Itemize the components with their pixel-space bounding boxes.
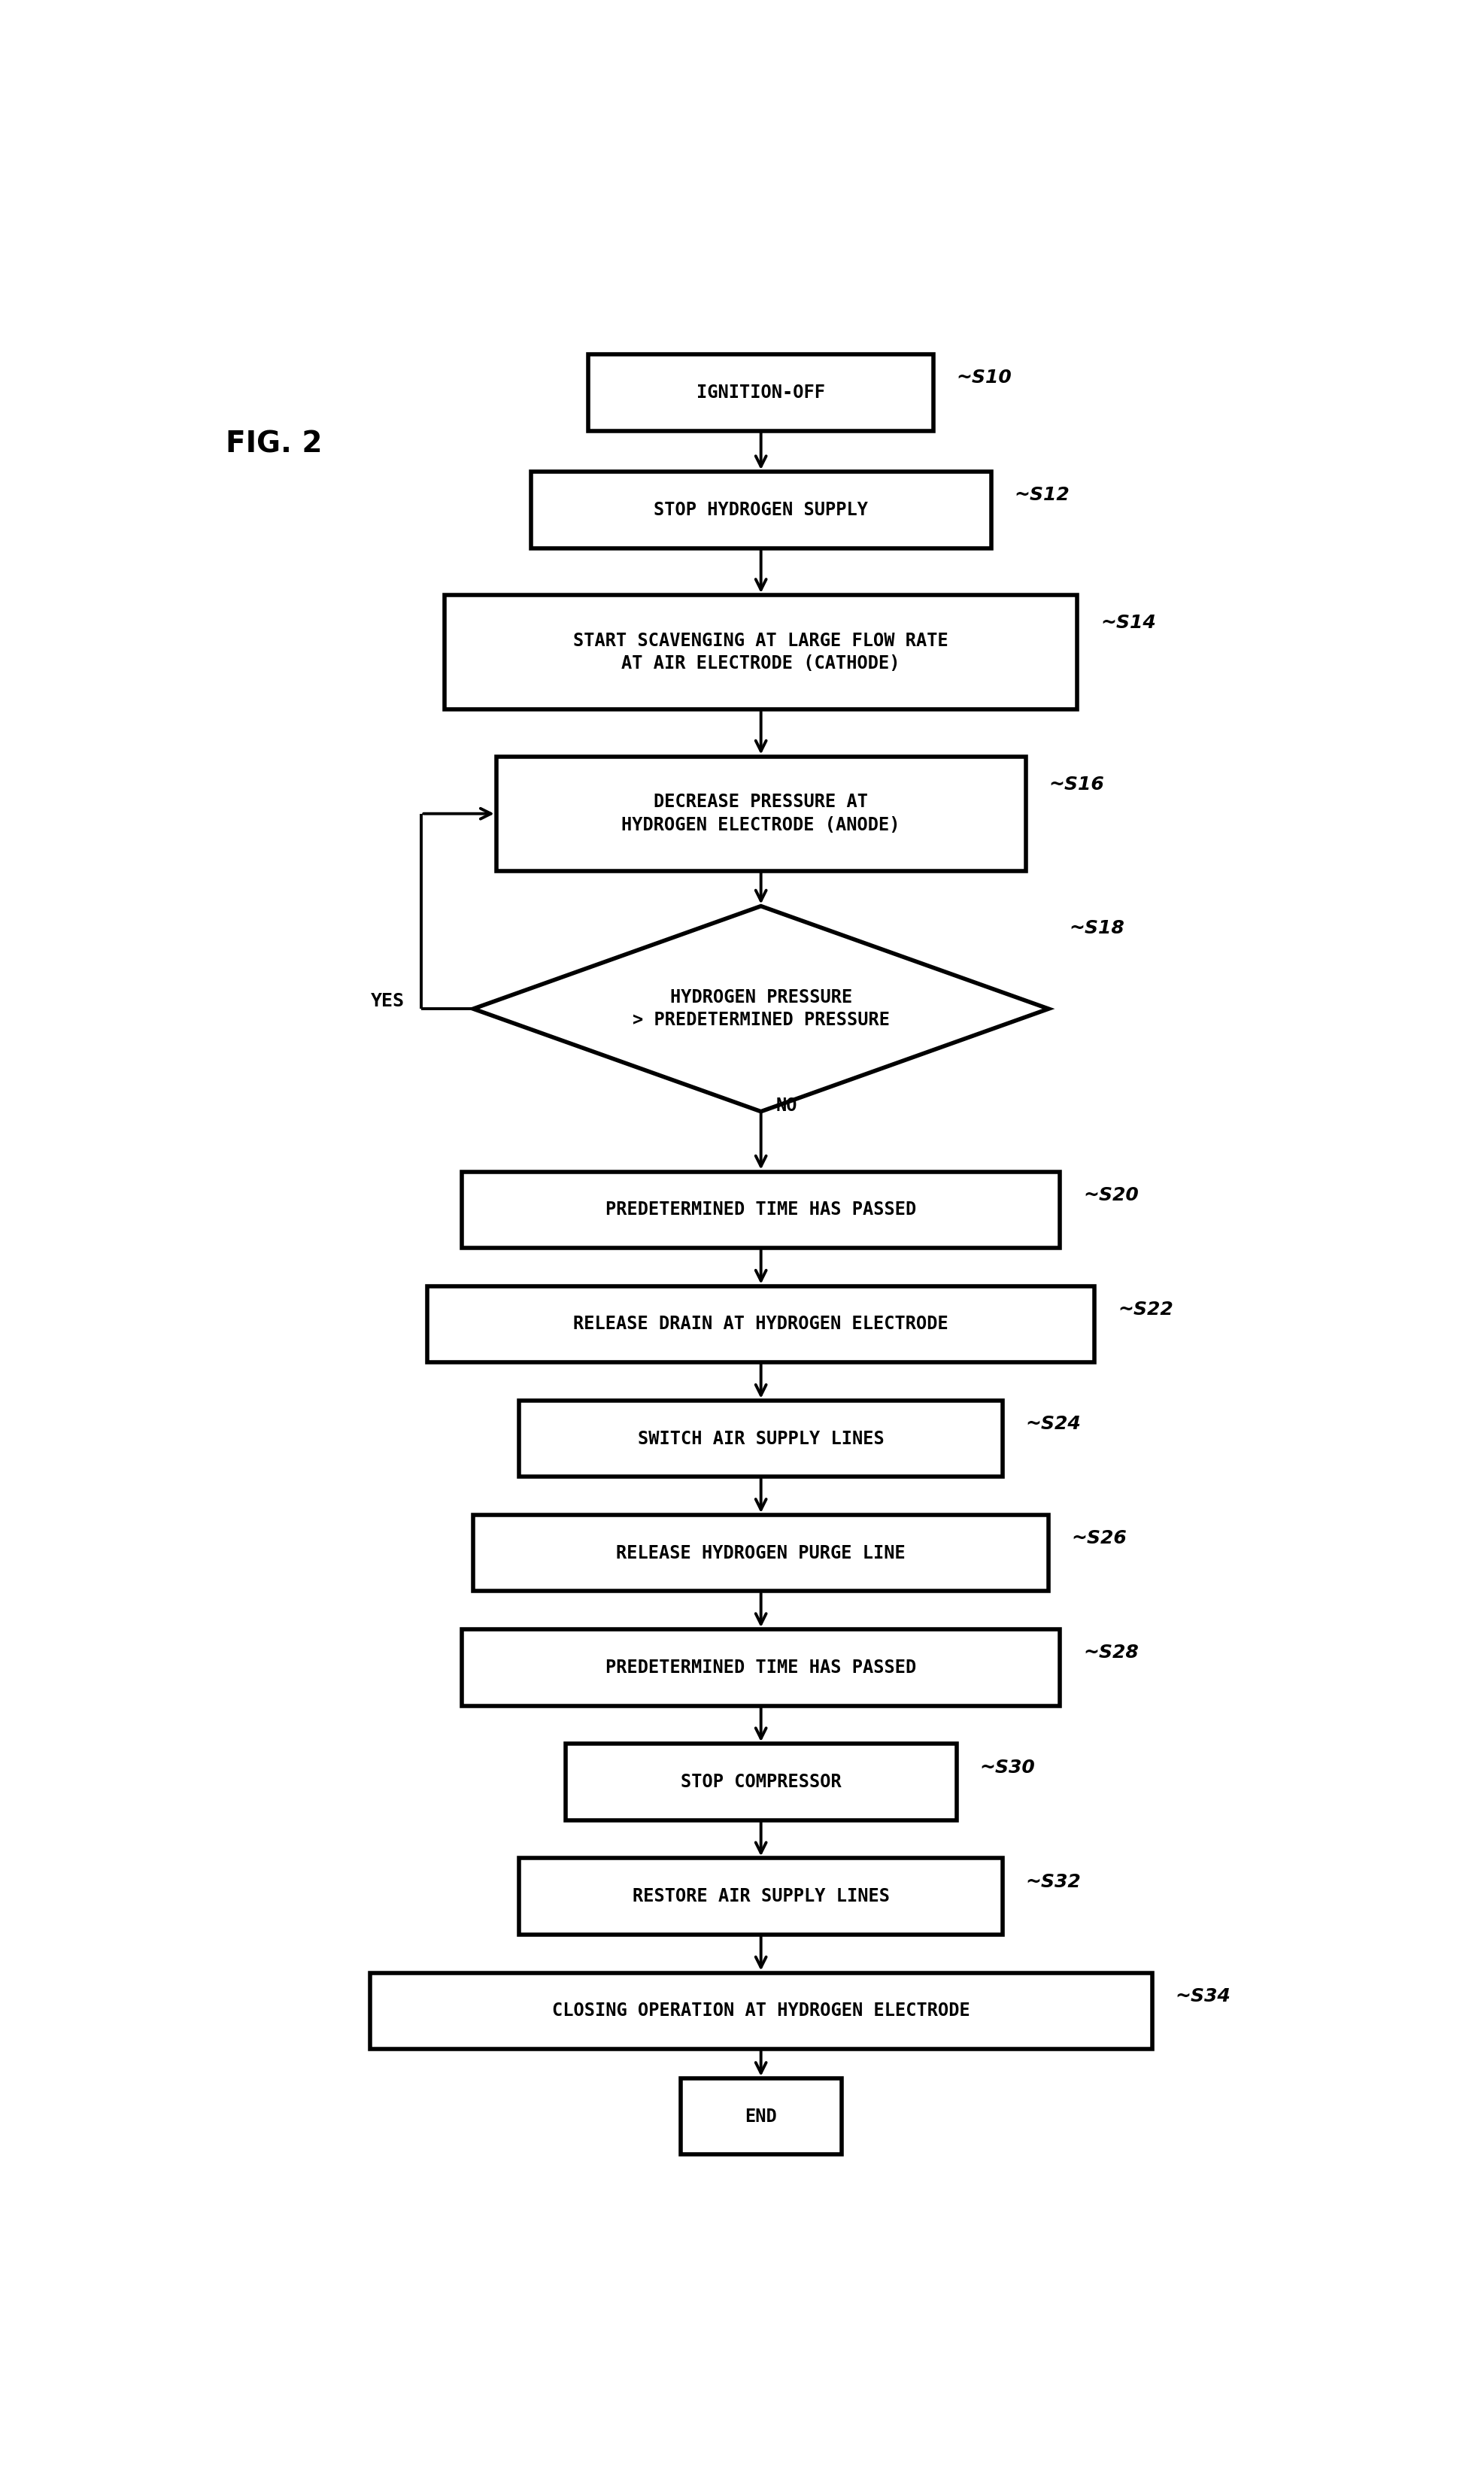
- FancyBboxPatch shape: [519, 1400, 1002, 1476]
- Text: ~S28: ~S28: [1083, 1645, 1138, 1662]
- FancyBboxPatch shape: [680, 2078, 841, 2155]
- FancyBboxPatch shape: [565, 1744, 956, 1821]
- FancyBboxPatch shape: [473, 1516, 1048, 1590]
- FancyBboxPatch shape: [462, 1630, 1060, 1707]
- Text: ~S24: ~S24: [1025, 1414, 1080, 1434]
- Text: END: END: [745, 2108, 776, 2125]
- Text: STOP COMPRESSOR: STOP COMPRESSOR: [680, 1774, 841, 1791]
- FancyBboxPatch shape: [588, 354, 933, 431]
- FancyBboxPatch shape: [370, 1972, 1152, 2048]
- Text: RESTORE AIR SUPPLY LINES: RESTORE AIR SUPPLY LINES: [632, 1887, 889, 1905]
- Text: ~S34: ~S34: [1175, 1987, 1230, 2006]
- Text: HYDROGEN PRESSURE
> PREDETERMINED PRESSURE: HYDROGEN PRESSURE > PREDETERMINED PRESSU…: [632, 988, 889, 1030]
- Text: ~S26: ~S26: [1071, 1528, 1126, 1548]
- Text: ~S18: ~S18: [1068, 919, 1125, 936]
- Text: YES: YES: [370, 993, 404, 1011]
- Text: NO: NO: [776, 1097, 797, 1115]
- Text: PREDETERMINED TIME HAS PASSED: PREDETERMINED TIME HAS PASSED: [605, 1201, 916, 1219]
- Text: DECREASE PRESSURE AT
HYDROGEN ELECTRODE (ANODE): DECREASE PRESSURE AT HYDROGEN ELECTRODE …: [622, 793, 899, 835]
- Text: PREDETERMINED TIME HAS PASSED: PREDETERMINED TIME HAS PASSED: [605, 1660, 916, 1677]
- Text: ~S30: ~S30: [979, 1759, 1034, 1776]
- Text: ~S32: ~S32: [1025, 1873, 1080, 1890]
- FancyBboxPatch shape: [462, 1172, 1060, 1248]
- Text: STOP HYDROGEN SUPPLY: STOP HYDROGEN SUPPLY: [653, 500, 868, 520]
- Text: IGNITION-OFF: IGNITION-OFF: [696, 384, 825, 401]
- FancyBboxPatch shape: [519, 1858, 1002, 1935]
- Text: ~S16: ~S16: [1048, 775, 1104, 793]
- Polygon shape: [473, 907, 1048, 1112]
- Text: START SCAVENGING AT LARGE FLOW RATE
AT AIR ELECTRODE (CATHODE): START SCAVENGING AT LARGE FLOW RATE AT A…: [573, 632, 948, 674]
- FancyBboxPatch shape: [531, 471, 991, 547]
- Text: SWITCH AIR SUPPLY LINES: SWITCH AIR SUPPLY LINES: [637, 1429, 884, 1447]
- Text: ~S22: ~S22: [1117, 1300, 1172, 1318]
- Text: ~S20: ~S20: [1083, 1186, 1138, 1204]
- Text: FIG. 2: FIG. 2: [226, 429, 322, 458]
- Text: RELEASE DRAIN AT HYDROGEN ELECTRODE: RELEASE DRAIN AT HYDROGEN ELECTRODE: [573, 1315, 948, 1333]
- Text: ~S12: ~S12: [1014, 485, 1068, 505]
- FancyBboxPatch shape: [427, 1286, 1094, 1362]
- Text: ~S10: ~S10: [956, 369, 1012, 386]
- FancyBboxPatch shape: [444, 594, 1077, 708]
- FancyBboxPatch shape: [496, 755, 1025, 872]
- Text: CLOSING OPERATION AT HYDROGEN ELECTRODE: CLOSING OPERATION AT HYDROGEN ELECTRODE: [552, 2001, 969, 2019]
- Text: ~S14: ~S14: [1100, 614, 1155, 632]
- Text: RELEASE HYDROGEN PURGE LINE: RELEASE HYDROGEN PURGE LINE: [616, 1543, 905, 1563]
